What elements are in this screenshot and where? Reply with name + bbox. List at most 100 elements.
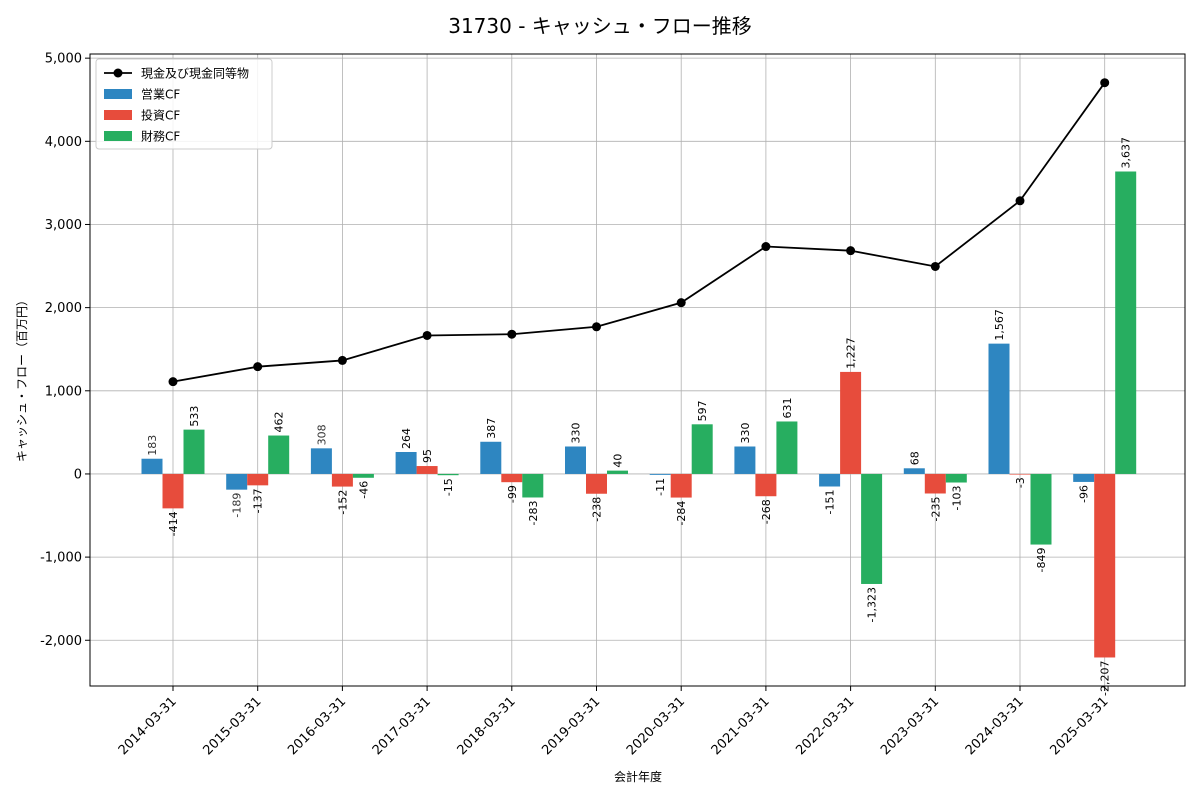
cash-line-point	[930, 261, 940, 271]
bar-investing	[331, 473, 353, 487]
bar-investing	[840, 371, 862, 474]
bar-data-label: 264	[400, 428, 413, 449]
bar-operating	[819, 473, 841, 487]
bar-investing	[670, 473, 692, 498]
grid-lines	[90, 54, 1185, 686]
bar-data-label: -238	[591, 497, 604, 522]
bar-data-label: 631	[781, 397, 794, 418]
bar-data-label: -99	[506, 485, 519, 503]
y-axis-label: キャッシュ・フロー（百万円）	[15, 294, 29, 462]
bar-data-label: -11	[654, 478, 667, 496]
bar-data-label: -137	[252, 488, 265, 513]
bar-data-label: -3	[1014, 477, 1027, 488]
bars	[141, 171, 1137, 658]
bar-data-label: -46	[357, 481, 370, 499]
bar-investing	[1009, 473, 1031, 475]
bar-investing	[1094, 473, 1116, 658]
bar-financing	[352, 473, 374, 478]
cash-line-point	[507, 329, 517, 339]
bar-operating	[226, 473, 248, 490]
bar-data-label: -235	[929, 496, 942, 521]
x-tick-label: 2014-03-31	[116, 694, 180, 758]
x-tick-label: 2025-03-31	[1047, 694, 1111, 758]
x-tick-label: 2024-03-31	[963, 694, 1027, 758]
bar-data-label: -849	[1035, 548, 1048, 573]
bar-financing	[183, 429, 205, 474]
legend-bar-swatch	[104, 110, 132, 120]
cash-line-path	[172, 82, 1106, 383]
bar-investing	[162, 473, 184, 509]
bar-operating	[310, 448, 332, 474]
bar-financing	[776, 421, 798, 474]
bar-operating	[988, 343, 1010, 474]
cash-line-point	[761, 242, 771, 252]
cash-line	[168, 78, 1110, 387]
x-tick-label: 2020-03-31	[624, 694, 688, 758]
bar-operating	[565, 446, 586, 474]
bar-data-label: -414	[167, 511, 180, 536]
bar-investing	[247, 473, 269, 486]
cash-line-point	[337, 355, 347, 365]
bar-financing	[607, 470, 628, 474]
bar-data-label: 308	[315, 424, 328, 445]
y-axis: -2,000 -1,000 0 1,000 2,000 3,000 4,000 5,000	[40, 52, 90, 649]
cash-line-point	[1100, 78, 1110, 88]
bar-data-label: -1,323	[866, 587, 879, 622]
data-labels: 183 -189 308 264 387 330 -11 330 -151 68 1,567 -96 -…	[146, 137, 1133, 696]
bar-operating	[1073, 473, 1095, 482]
bar-data-label: 40	[612, 454, 625, 468]
bar-operating	[649, 473, 671, 475]
bar-operating	[903, 468, 925, 474]
cash-line-point	[1015, 196, 1025, 206]
chart-title: 31730 - キャッシュ・フロー推移	[448, 14, 752, 38]
bar-data-label: -189	[231, 493, 244, 518]
x-tick-label: 2021-03-31	[709, 694, 773, 758]
x-axis-label: 会計年度	[614, 769, 662, 784]
bar-data-label: 1,227	[845, 337, 858, 369]
bar-data-label: -2,207	[1099, 660, 1112, 695]
bar-financing	[691, 424, 713, 474]
bar-data-label: -15	[442, 478, 455, 496]
legend-entry-label: 投資CF	[141, 108, 180, 123]
legend-entry-label: 財務CF	[141, 129, 180, 144]
bar-data-label: -268	[760, 499, 773, 524]
y-tick-label: -2,000	[40, 634, 82, 649]
y-tick-label: 2,000	[45, 301, 82, 316]
bar-operating	[141, 458, 163, 474]
cash-line-point	[168, 377, 178, 387]
legend-line-marker	[113, 68, 123, 78]
bar-financing	[1030, 473, 1052, 545]
bar-data-label: -152	[336, 490, 349, 515]
y-tick-label: 4,000	[45, 135, 82, 150]
bar-financing	[861, 473, 883, 584]
y-tick-label: 3,000	[45, 218, 82, 233]
bar-data-label: -151	[824, 490, 837, 515]
bar-financing	[522, 473, 544, 498]
bar-investing	[416, 466, 438, 474]
bar-investing	[501, 473, 523, 483]
y-tick-label: 5,000	[45, 52, 82, 67]
bar-data-label: 68	[908, 451, 921, 465]
bar-investing	[755, 473, 777, 497]
bar-data-label: 183	[146, 435, 159, 456]
cash-line-point	[422, 330, 432, 340]
bar-data-label: 330	[739, 423, 752, 444]
bar-data-label: 597	[696, 400, 709, 421]
y-tick-label: 0	[74, 467, 82, 482]
x-tick-label: 2023-03-31	[878, 694, 942, 758]
cash-line-point	[676, 298, 686, 308]
plot-frame	[89, 53, 1186, 687]
bar-data-label: -96	[1078, 485, 1091, 503]
bar-data-label: 3,637	[1120, 137, 1133, 169]
x-tick-label: 2016-03-31	[285, 694, 349, 758]
x-tick-label: 2015-03-31	[200, 694, 264, 758]
bar-investing	[586, 473, 607, 494]
bar-operating	[480, 441, 502, 474]
legend-entry-label: 現金及び現金同等物	[141, 66, 249, 81]
legend-entry-label: 営業CF	[141, 88, 180, 102]
bar-financing	[1115, 171, 1137, 474]
bar-financing	[268, 435, 290, 474]
bar-operating	[395, 451, 417, 474]
